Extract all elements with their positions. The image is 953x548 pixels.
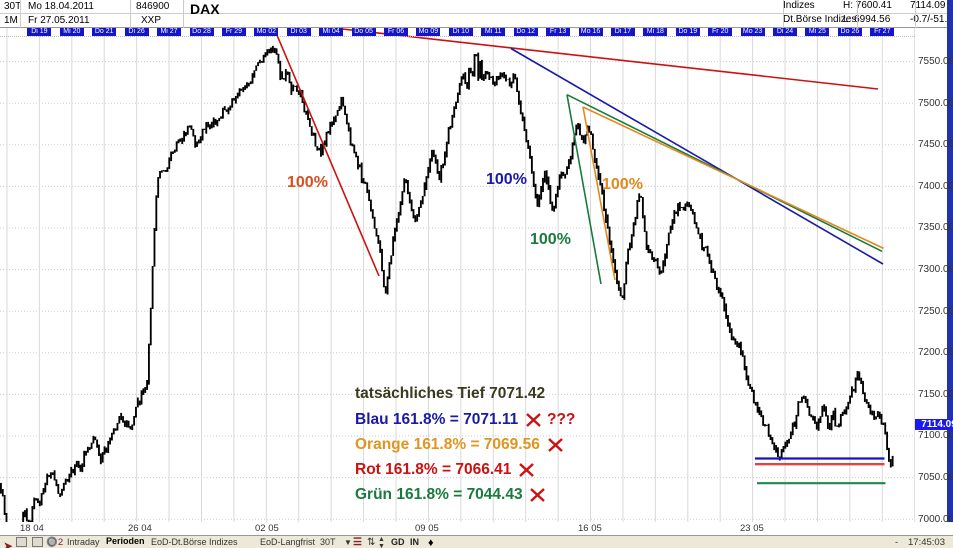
svg-text:Orange 161.8% = 7069.56: Orange 161.8% = 7069.56 xyxy=(355,436,540,453)
svg-text:100%: 100% xyxy=(602,176,643,193)
svg-text:tatsächliches Tief 7071.42: tatsächliches Tief 7071.42 xyxy=(355,385,545,402)
svg-text:100%: 100% xyxy=(287,174,328,191)
svg-text:100%: 100% xyxy=(486,171,527,188)
svg-text:100%: 100% xyxy=(530,231,571,248)
svg-text:Rot 161.8% = 7066.41: Rot 161.8% = 7066.41 xyxy=(355,461,512,478)
svg-text:Grün 161.8% = 7044.43: Grün 161.8% = 7044.43 xyxy=(355,486,523,503)
svg-text:Blau 161.8% = 7071.11: Blau 161.8% = 7071.11 xyxy=(355,411,519,428)
svg-text:???: ??? xyxy=(547,411,575,428)
